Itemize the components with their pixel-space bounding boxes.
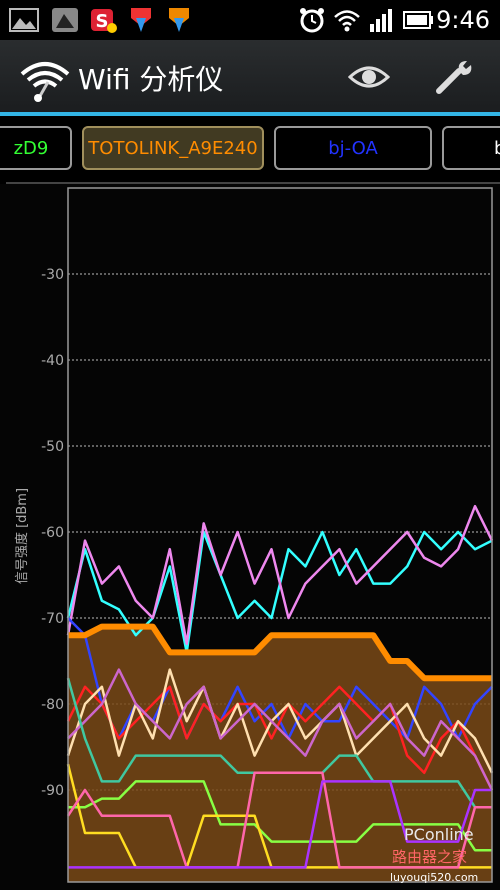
app-bar: Wifi 分析仪 [0,40,500,112]
y-tick-label: -50 [41,439,64,455]
tab-label: bj-OA [328,137,378,159]
watermark-url: luyouqi520.com [390,871,478,884]
tab-ssid-totolink[interactable]: TOTOLINK_A9E240 [82,126,264,170]
tab-ssid-b[interactable]: b [442,126,500,170]
series-line-8 [68,780,492,852]
y-tick-label: -90 [41,783,64,799]
y-axis-title: 信号强度 [dBm] [14,488,30,584]
app-title: Wifi 分析仪 [78,63,224,96]
watermark-title: 路由器之家 [392,848,467,866]
gallery-icon [9,8,39,32]
highlighted-series-area [68,626,492,882]
series-line-1 [66,504,494,646]
signal-chart-panel: -30 -40 -50 -60 -70 -80 -90 信号强度 [dBm] PConlin… [0,184,500,890]
series-line-6 [67,668,494,791]
download-icon [169,8,189,32]
view-toggle-button[interactable] [344,54,394,100]
ssid-tabs: zD9 TOTOLINK_A9E240 bj-OA b [0,116,500,182]
tab-label: b [494,138,500,159]
s-app-icon: S [91,9,117,33]
highlighted-series-line [68,623,492,682]
series-line-4 [66,685,494,791]
tab-label: TOTOLINK_A9E240 [88,137,258,159]
series-line-10 [66,771,492,869]
watermark-brand: PConline [404,825,474,844]
tab-ssid-bj-oa[interactable]: bj-OA [274,126,432,170]
y-tick-label: -70 [41,611,64,627]
tab-label: zD9 [13,137,49,159]
signal-strength-chart[interactable]: -30 -40 -50 -60 -70 -80 -90 信号强度 [dBm] PConlin… [0,184,500,890]
status-bar: S 9:46 [0,0,500,40]
download-icon [131,8,151,32]
series-line-11 [68,780,492,869]
tools-button[interactable] [430,54,480,100]
alarm-icon [300,8,324,33]
status-clock: 9:46 [436,6,490,34]
series-line-5 [66,668,494,774]
y-tick-label: -40 [41,353,64,369]
wrench-icon [436,61,472,94]
wifi-analyzer-logo [20,62,70,102]
watermark: PConline 路由器之家 luyouqi520.com [390,825,478,884]
battery-icon [403,11,433,29]
cell-signal-icon [370,9,392,32]
tabs-divider [6,182,500,184]
app-bar-accent [0,112,500,116]
plot-frame [67,187,493,883]
eye-icon [348,66,390,88]
y-tick-label: -30 [41,267,64,283]
svg-text:S: S [96,11,109,32]
y-tick-label: -80 [41,697,64,713]
tab-ssid-zd9[interactable]: zD9 [0,126,72,170]
photo-icon [52,8,78,32]
y-tick-label: -60 [41,525,64,541]
wifi-signal-icon [334,10,360,32]
